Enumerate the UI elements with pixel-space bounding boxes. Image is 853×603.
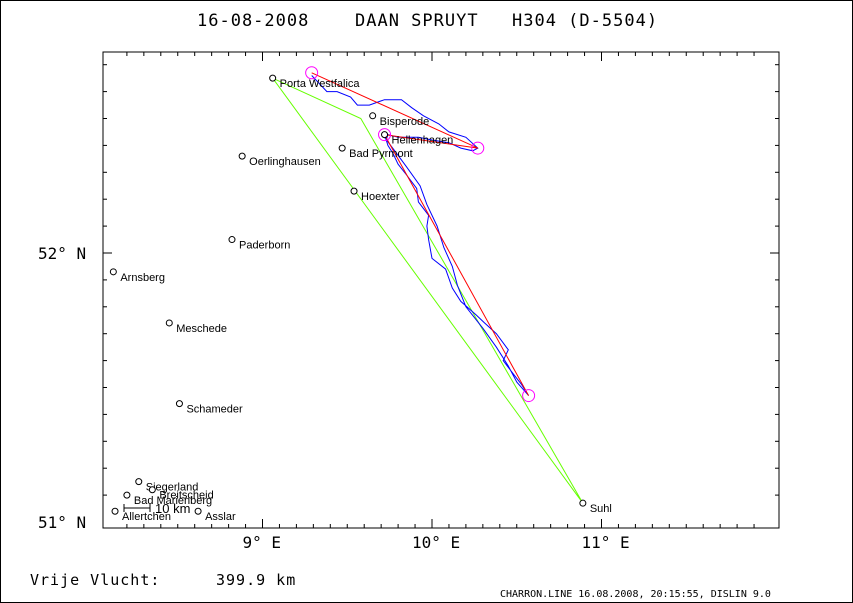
lon-label: 11° E: [582, 533, 630, 552]
town-dot: [381, 131, 389, 139]
town-label: Hellenhagen: [392, 135, 454, 147]
axis-labels: 9° E 10° E 11° E 52° N 51° N: [38, 244, 630, 552]
town-dot: [269, 74, 277, 82]
town-dot: [194, 507, 202, 515]
turnpoint-markers: [305, 66, 536, 403]
town-label: Bad Marienberg: [134, 495, 212, 507]
town-dot: [338, 144, 346, 152]
town-label: Asslar: [205, 511, 236, 523]
plot-area: [102, 51, 780, 529]
town-dot: [228, 236, 236, 244]
town-label: Meschede: [176, 323, 227, 335]
town-label: Bisperode: [380, 116, 430, 128]
scale-bar: 10 km: [123, 501, 190, 516]
town-dot: [238, 152, 246, 160]
town-label: Bad Pyrmont: [349, 148, 413, 160]
distance-label: Vrije Vlucht:: [30, 571, 160, 589]
declared-polyline: [311, 72, 530, 396]
town-dot: [135, 478, 143, 486]
town-dot: [109, 268, 117, 276]
turnpoint-marker: [522, 389, 536, 403]
town-label: Allertchen: [122, 511, 171, 523]
town-label: Arnsberg: [120, 272, 165, 284]
town-label: Schameder: [186, 404, 243, 416]
town-label: Suhl: [590, 503, 612, 515]
distance-value: 399.9 km: [216, 571, 296, 589]
scale-bar-label: 10 km: [155, 501, 190, 516]
town-label: Oerlinghausen: [249, 156, 321, 168]
turnpoint-marker: [305, 66, 319, 80]
lon-label: 9° E: [243, 533, 282, 552]
town-label: Porta Westfalica: [280, 78, 361, 90]
lat-label: 51° N: [38, 513, 86, 532]
town-dot: [175, 400, 183, 408]
town-label: Siegerland: [146, 482, 199, 494]
axis-ticks: [103, 52, 779, 528]
town-dot: [165, 319, 173, 327]
turnpoint-marker: [378, 128, 392, 142]
lat-label: 52° N: [38, 244, 86, 263]
town-label: Hoexter: [361, 191, 400, 203]
declared-line: [311, 72, 530, 396]
town-dot: [123, 491, 131, 499]
town-dot: [579, 499, 587, 507]
town-label: Breitscheid: [159, 490, 213, 502]
pilot-name: DAAN SPRUYT: [355, 11, 479, 31]
town-dot: [111, 507, 119, 515]
glider-id: H304 (D-5504): [512, 11, 658, 31]
town-dot: [148, 486, 156, 494]
flight-date: 16-08-2008: [197, 11, 309, 31]
town-markers: Porta WestfalicaBisperodeHellenhagenBad …: [109, 74, 612, 523]
town-dot: [350, 187, 358, 195]
footer-info: CHARRON.LINE 16.08.2008, 20:15:55, DISLI…: [500, 589, 771, 600]
town-label: Paderborn: [239, 240, 290, 252]
lon-label: 10° E: [412, 533, 460, 552]
town-dot: [369, 112, 377, 120]
turnpoint-marker: [471, 141, 485, 155]
